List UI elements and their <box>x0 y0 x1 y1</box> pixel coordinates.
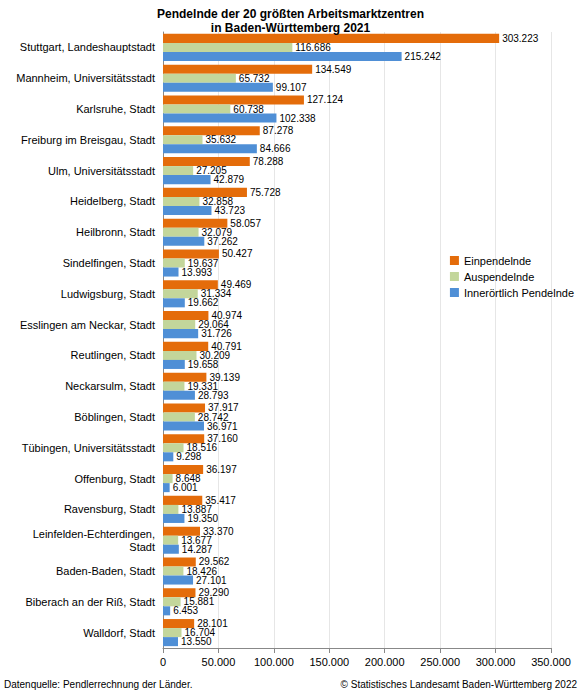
svg-text:6.453: 6.453 <box>173 605 198 616</box>
svg-text:Neckarsulm, Stadt: Neckarsulm, Stadt <box>65 380 155 392</box>
svg-text:19.658: 19.658 <box>188 359 219 370</box>
svg-text:Tübingen, Universitätsstadt: Tübingen, Universitätsstadt <box>22 442 155 454</box>
svg-text:350.000: 350.000 <box>531 656 571 668</box>
svg-text:32.858: 32.858 <box>202 195 233 207</box>
svg-text:Ulm, Universitätsstadt: Ulm, Universitätsstadt <box>48 165 155 177</box>
svg-text:29.562: 29.562 <box>198 556 230 568</box>
svg-text:42.879: 42.879 <box>214 174 245 185</box>
svg-text:Ludwigsburg, Stadt: Ludwigsburg, Stadt <box>61 288 155 300</box>
svg-text:Einpendelnde: Einpendelnde <box>464 255 531 267</box>
svg-text:Datenquelle: Pendlerrechnung d: Datenquelle: Pendlerrechnung der Länder. <box>4 679 192 690</box>
svg-text:13.550: 13.550 <box>181 636 212 647</box>
svg-text:75.728: 75.728 <box>250 187 281 198</box>
svg-text:28.742: 28.742 <box>197 411 229 423</box>
svg-text:65.732: 65.732 <box>239 73 270 84</box>
svg-text:29.290: 29.290 <box>198 587 230 599</box>
svg-text:© Statistisches Landesamt Bade: © Statistisches Landesamt Baden-Württemb… <box>341 679 578 690</box>
svg-text:250.000: 250.000 <box>420 656 460 668</box>
svg-text:Leinfelden-Echterdingen,: Leinfelden-Echterdingen, <box>33 528 155 540</box>
svg-text:40.974: 40.974 <box>211 310 242 322</box>
svg-text:200.000: 200.000 <box>365 656 405 668</box>
svg-text:215.242: 215.242 <box>405 51 442 62</box>
svg-text:Baden-Baden, Stadt: Baden-Baden, Stadt <box>56 565 155 577</box>
svg-text:36.197: 36.197 <box>206 464 237 475</box>
svg-text:Biberach an der Riß, Stadt: Biberach an der Riß, Stadt <box>25 596 155 608</box>
svg-text:Karlsruhe, Stadt: Karlsruhe, Stadt <box>76 103 155 115</box>
svg-text:19.637: 19.637 <box>187 257 219 269</box>
svg-text:Mannheim, Universitätsstadt: Mannheim, Universitätsstadt <box>16 72 155 84</box>
svg-text:127.124: 127.124 <box>307 94 344 105</box>
svg-text:84.666: 84.666 <box>260 143 291 154</box>
svg-text:300.000: 300.000 <box>476 656 516 668</box>
svg-text:28.101: 28.101 <box>197 618 228 630</box>
svg-text:Reutlingen, Stadt: Reutlingen, Stadt <box>71 349 155 361</box>
svg-text:50.427: 50.427 <box>222 248 253 259</box>
svg-text:15.881: 15.881 <box>183 596 215 608</box>
svg-text:Walldorf, Stadt: Walldorf, Stadt <box>83 627 155 639</box>
svg-text:31.726: 31.726 <box>201 328 232 339</box>
svg-text:35.632: 35.632 <box>206 134 237 145</box>
svg-text:Sindelfingen, Stadt: Sindelfingen, Stadt <box>63 257 155 269</box>
svg-text:Esslingen am Neckar, Stadt: Esslingen am Neckar, Stadt <box>20 319 155 331</box>
svg-text:39.139: 39.139 <box>209 371 240 383</box>
svg-text:Stadt: Stadt <box>129 541 155 553</box>
svg-text:16.704: 16.704 <box>184 627 216 639</box>
svg-text:Heidelberg, Stadt: Heidelberg, Stadt <box>70 195 155 207</box>
svg-text:99.107: 99.107 <box>276 82 307 93</box>
svg-text:13.993: 13.993 <box>182 267 213 278</box>
svg-text:50.000: 50.000 <box>202 656 236 668</box>
svg-text:Stuttgart, Landeshauptstadt: Stuttgart, Landeshauptstadt <box>20 41 155 53</box>
svg-text:33.370: 33.370 <box>203 525 234 537</box>
svg-text:37.917: 37.917 <box>208 402 239 414</box>
svg-text:49.469: 49.469 <box>220 279 252 291</box>
svg-text:30.209: 30.209 <box>199 349 231 361</box>
svg-text:36.971: 36.971 <box>207 421 238 432</box>
svg-text:31.334: 31.334 <box>200 288 232 300</box>
svg-text:27.101: 27.101 <box>196 575 227 586</box>
svg-text:13.887: 13.887 <box>181 503 212 515</box>
svg-text:6.001: 6.001 <box>173 482 198 493</box>
svg-text:18.426: 18.426 <box>186 565 217 577</box>
svg-text:Ravensburg, Stadt: Ravensburg, Stadt <box>64 503 155 515</box>
svg-text:35.417: 35.417 <box>205 494 236 506</box>
svg-text:60.738: 60.738 <box>233 104 264 115</box>
svg-text:134.549: 134.549 <box>315 64 352 75</box>
svg-text:0: 0 <box>160 656 166 668</box>
svg-text:19.662: 19.662 <box>188 297 219 308</box>
svg-text:43.723: 43.723 <box>214 205 245 216</box>
svg-text:Offenburg, Stadt: Offenburg, Stadt <box>74 473 155 485</box>
svg-text:116.686: 116.686 <box>295 42 331 53</box>
svg-text:18.516: 18.516 <box>186 442 218 454</box>
svg-text:40.791: 40.791 <box>211 340 242 352</box>
svg-text:78.288: 78.288 <box>253 156 284 167</box>
svg-text:37.262: 37.262 <box>207 236 238 247</box>
svg-text:58.057: 58.057 <box>230 218 261 229</box>
svg-text:150.000: 150.000 <box>309 656 349 668</box>
svg-text:19.350: 19.350 <box>187 513 218 524</box>
svg-text:29.064: 29.064 <box>198 319 229 331</box>
svg-text:87.278: 87.278 <box>263 125 294 136</box>
svg-text:303.223: 303.223 <box>502 33 539 44</box>
svg-text:9.298: 9.298 <box>176 451 201 462</box>
svg-text:102.338: 102.338 <box>279 113 316 124</box>
svg-text:14.287: 14.287 <box>182 544 213 555</box>
svg-text:19.331: 19.331 <box>187 380 218 392</box>
svg-text:Freiburg im Breisgau, Stadt: Freiburg im Breisgau, Stadt <box>21 134 155 146</box>
svg-text:8.648: 8.648 <box>175 473 201 485</box>
svg-text:37.160: 37.160 <box>207 433 238 445</box>
svg-text:Pendelnde der 20 größten Arbei: Pendelnde der 20 größten Arbeitsmarktzen… <box>157 7 424 21</box>
svg-text:Auspendelnde: Auspendelnde <box>464 271 534 283</box>
svg-text:28.793: 28.793 <box>198 390 229 401</box>
svg-text:13.677: 13.677 <box>181 534 212 546</box>
svg-text:27.205: 27.205 <box>196 165 227 177</box>
svg-text:100.000: 100.000 <box>254 656 294 668</box>
svg-text:32.079: 32.079 <box>201 226 233 238</box>
svg-text:Innerörtlich Pendelnde: Innerörtlich Pendelnde <box>464 287 574 299</box>
svg-text:Heilbronn, Stadt: Heilbronn, Stadt <box>76 226 155 238</box>
svg-text:Böblingen, Stadt: Böblingen, Stadt <box>74 411 155 423</box>
svg-text:in Baden-Württemberg 2021: in Baden-Württemberg 2021 <box>211 21 371 35</box>
